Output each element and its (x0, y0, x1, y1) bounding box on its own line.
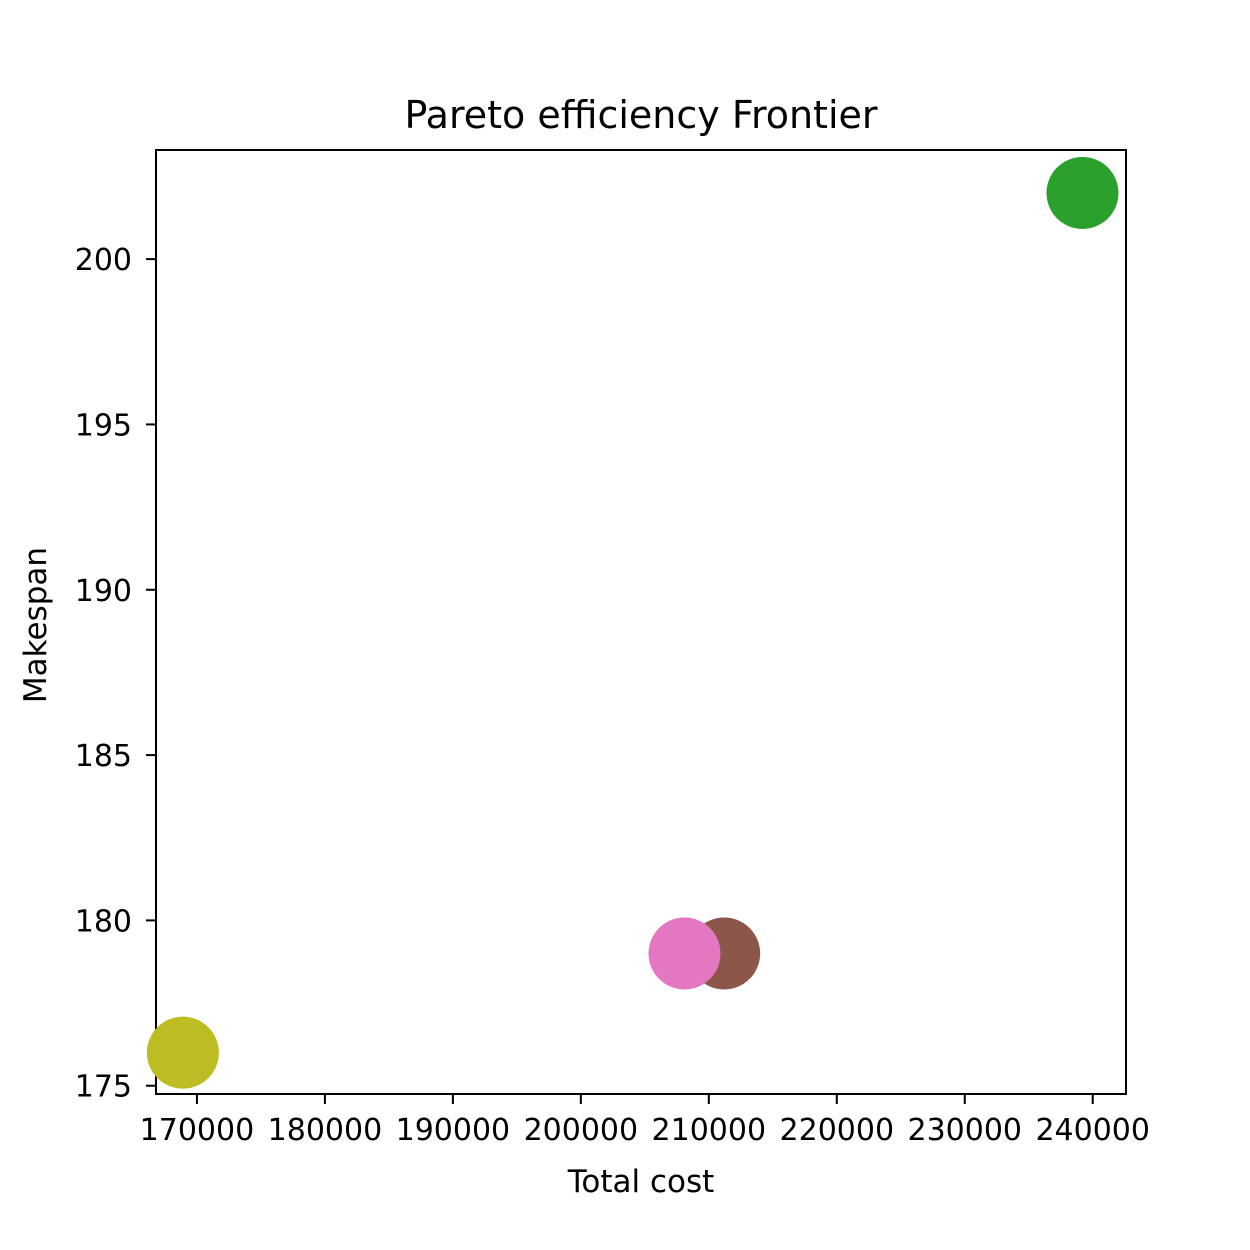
x-tick-label-5: 210000 (652, 1113, 767, 1148)
y-tick-label-1: 175 (75, 1070, 132, 1105)
y-tick-label-4: 190 (75, 574, 132, 609)
x-tick-label-7: 230000 (907, 1113, 1022, 1148)
x-tick-label-3: 190000 (396, 1113, 511, 1148)
x-tick-label-6: 220000 (780, 1113, 895, 1148)
x-axis-label: Total cost (567, 1164, 715, 1200)
x-axis-ticks: 170000 180000 190000 200000 210000 220000 2300… (140, 1094, 1150, 1148)
y-tick-label-5: 195 (75, 408, 132, 443)
data-point-4 (146, 1016, 219, 1089)
x-tick-label-8: 240000 (1035, 1113, 1150, 1148)
y-axis-label: Makespan (18, 547, 54, 703)
chart-title: Pareto efficiency Frontier (404, 93, 877, 137)
y-tick-label-6: 200 (75, 243, 132, 278)
x-tick-label-4: 200000 (524, 1113, 639, 1148)
y-axis-ticks: 175 180 185 190 195 200 (75, 243, 156, 1105)
x-tick-label-1: 170000 (140, 1113, 255, 1148)
x-tick-label-2: 180000 (268, 1113, 383, 1148)
plot-area-frame (155, 149, 1127, 1095)
data-point-1 (1046, 156, 1119, 229)
y-tick-label-3: 185 (75, 739, 132, 774)
data-point-3 (648, 917, 721, 990)
data-points (146, 156, 1119, 1089)
y-tick-label-2: 180 (75, 904, 132, 939)
